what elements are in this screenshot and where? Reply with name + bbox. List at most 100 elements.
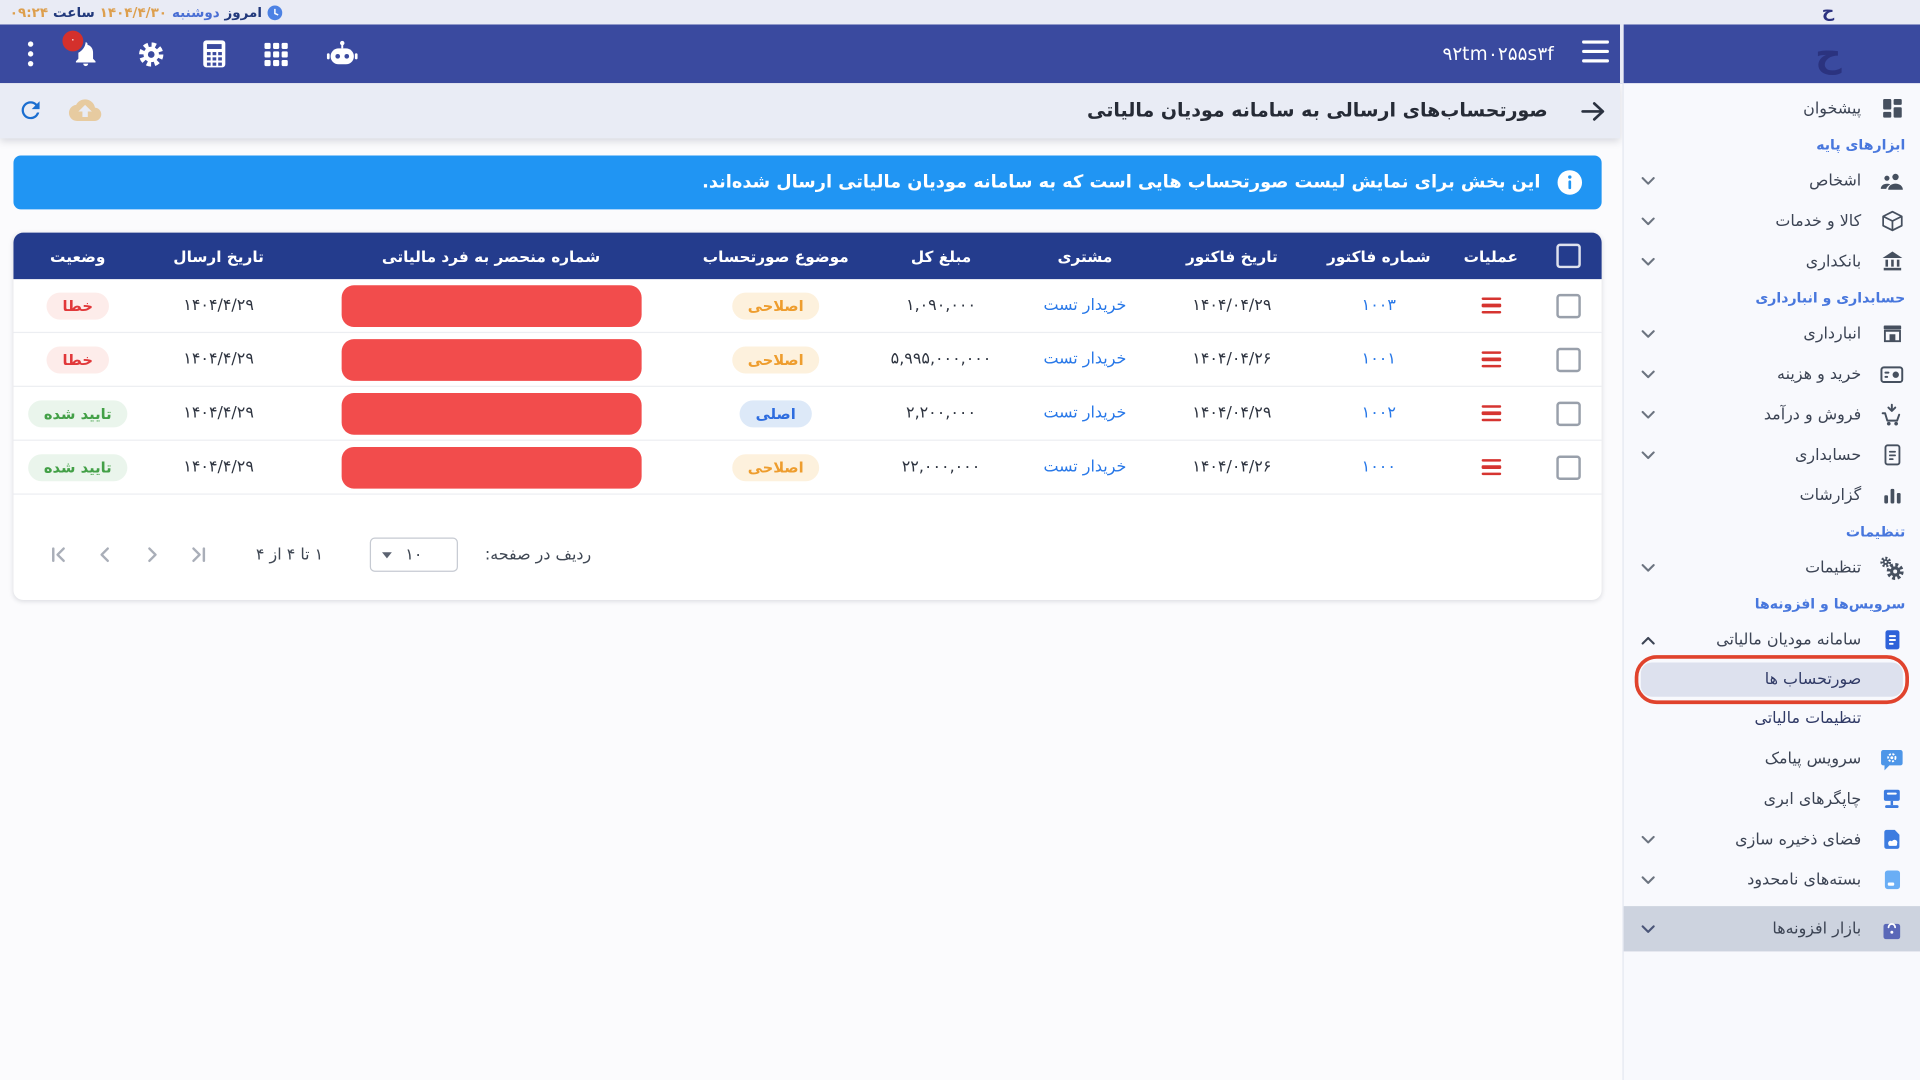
sidebar-subitem-invoices[interactable]: صورتحساب ها <box>1624 655 1920 705</box>
table-row: ۱۰۰۰ ۱۴۰۴/۰۴/۲۶ خریدار تست ۲۲,۰۰۰,۰۰۰ اص… <box>13 441 1602 495</box>
clock-icon <box>267 4 283 20</box>
next-page-icon[interactable] <box>141 544 163 566</box>
row-checkbox[interactable] <box>1556 293 1581 318</box>
sidebar-item-persons[interactable]: اشخاص <box>1624 160 1920 200</box>
sidebar-item-settings[interactable]: تنظیمات <box>1624 547 1920 587</box>
row-operations-icon[interactable] <box>1481 405 1501 422</box>
cloud-upload-icon[interactable] <box>68 97 102 124</box>
account-id[interactable]: ۹۲tm۰۲۵۵s۳f <box>1442 42 1555 65</box>
page-title-bar: صورتحساب‌های ارسالی به سامانه مودیان مال… <box>0 83 1620 139</box>
invoice-date: ۱۴۰۴/۰۴/۲۶ <box>1192 350 1272 369</box>
select-all-checkbox[interactable] <box>1556 243 1581 269</box>
customer-link[interactable]: خریدار تست <box>1043 404 1127 423</box>
column-operations: عملیات <box>1463 246 1519 266</box>
prev-page-icon[interactable] <box>94 544 116 566</box>
send-date: ۱۴۰۴/۴/۲۹ <box>183 457 254 477</box>
rows-per-page-select[interactable]: ۱۰ <box>369 537 458 572</box>
chevron-down-icon <box>381 552 392 559</box>
send-date: ۱۴۰۴/۴/۲۹ <box>183 296 254 315</box>
sidebar-item-goods-services[interactable]: کالا و خدمات <box>1624 201 1920 241</box>
invoice-no-link[interactable]: ۱۰۰۲ <box>1361 404 1396 423</box>
last-page-icon[interactable] <box>187 544 209 566</box>
cloud-printer-icon <box>1878 786 1905 813</box>
today-label: امروز <box>224 4 263 21</box>
time-value: ۰۹:۲۴ <box>9 4 49 21</box>
storefront-icon <box>1878 320 1905 347</box>
tax-uid-redacted <box>341 284 642 327</box>
info-banner: این بخش برای نمایش لیست صورتحساب هایی اس… <box>13 155 1602 210</box>
main-content: صورتحساب‌های ارسالی به سامانه مودیان مال… <box>0 83 1620 1080</box>
hamburger-menu-icon[interactable] <box>1582 40 1609 63</box>
sidebar: پیشخوان ابزارهای پایه اشخاص کالا و خدمات… <box>1622 83 1920 1080</box>
dashboard-icon <box>1878 95 1905 122</box>
invoice-no-link[interactable]: ۱۰۰۰ <box>1361 457 1396 477</box>
row-operations-icon[interactable] <box>1481 297 1501 314</box>
chevron-down-icon <box>1641 563 1656 573</box>
sidebar-item-sms-service[interactable]: سرویس پیامک <box>1624 738 1920 778</box>
top-strip: امروز دوشنبه ۱۴۰۴/۴/۳۰ ساعت ۰۹:۲۴ ح <box>0 0 1920 25</box>
chevron-down-icon <box>1641 216 1656 226</box>
bell-icon[interactable]: ۰ <box>60 28 100 68</box>
robot-icon[interactable] <box>326 40 359 67</box>
first-page-icon[interactable] <box>48 544 70 566</box>
invoice-no-link[interactable]: ۱۰۰۱ <box>1361 350 1396 369</box>
rows-per-page-value: ۱۰ <box>405 545 423 564</box>
calculator-icon[interactable] <box>202 39 226 68</box>
chevron-down-icon <box>1641 176 1656 186</box>
total-amount: ۲۲,۰۰۰,۰۰۰ <box>901 457 981 477</box>
column-subject: موضوع صورتحساب <box>702 246 849 266</box>
column-invoice-no: شماره فاکتور <box>1327 246 1431 266</box>
app-header: ۰ ۹۲tm۰۲۵۵s۳f <box>0 24 1920 84</box>
sidebar-item-purchase-expense[interactable]: خرید و هزینه <box>1624 354 1920 394</box>
storage-file-icon <box>1878 826 1905 853</box>
sidebar-item-storage-space[interactable]: فضای ذخیره سازی <box>1624 819 1920 859</box>
customer-link[interactable]: خریدار تست <box>1043 457 1127 477</box>
refresh-icon[interactable] <box>17 97 44 124</box>
bar-chart-icon <box>1878 482 1905 509</box>
customer-link[interactable]: خریدار تست <box>1043 296 1127 315</box>
gear-icon[interactable] <box>137 40 165 68</box>
column-status: وضعیت <box>50 246 106 266</box>
subject-badge: اصلاحی <box>731 345 820 373</box>
info-banner-text: این بخش برای نمایش لیست صورتحساب هایی اس… <box>702 172 1541 193</box>
chevron-down-icon <box>1641 257 1656 267</box>
brand-logo: ح <box>1815 33 1842 76</box>
kebab-menu-icon[interactable] <box>27 40 34 67</box>
sidebar-item-banking[interactable]: بانکداری <box>1624 241 1920 281</box>
notification-badge: ۰ <box>60 28 86 54</box>
chevron-down-icon <box>1641 410 1656 420</box>
invoice-date: ۱۴۰۴/۰۴/۲۹ <box>1192 296 1272 315</box>
status-badge: خطا <box>46 345 109 373</box>
cart-icon <box>1878 401 1905 428</box>
sidebar-item-warehousing[interactable]: انبارداری <box>1624 313 1920 353</box>
chevron-down-icon <box>1641 369 1656 379</box>
packages-icon <box>1878 866 1905 893</box>
invoice-no-link[interactable]: ۱۰۰۳ <box>1361 296 1396 315</box>
apps-grid-icon[interactable] <box>263 41 289 67</box>
sidebar-item-dashboard[interactable]: پیشخوان <box>1624 88 1920 128</box>
sidebar-item-tax-moadian-system[interactable]: سامانه مودیان مالیاتی <box>1624 620 1920 660</box>
back-arrow-icon[interactable] <box>1578 97 1607 126</box>
sidebar-item-cloud-printers[interactable]: چاپگرهای ابری <box>1624 779 1920 819</box>
table-row: ۱۰۰۲ ۱۴۰۴/۰۴/۲۹ خریدار تست ۲,۲۰۰,۰۰۰ اصل… <box>13 387 1602 441</box>
subject-badge: اصلاحی <box>731 453 820 481</box>
sidebar-item-addons-market[interactable]: بازار افزونه‌ها <box>1623 906 1920 952</box>
invoice-date: ۱۴۰۴/۰۴/۲۶ <box>1192 457 1272 477</box>
weekday: دوشنبه <box>171 4 220 21</box>
sidebar-item-reports[interactable]: گزارشات <box>1624 475 1920 515</box>
row-checkbox[interactable] <box>1556 401 1581 426</box>
row-operations-icon[interactable] <box>1481 351 1501 368</box>
sidebar-item-accounting[interactable]: حسابداری <box>1624 435 1920 475</box>
row-checkbox[interactable] <box>1556 454 1581 480</box>
sidebar-item-sales-income[interactable]: فروش و درآمد <box>1624 394 1920 434</box>
customer-link[interactable]: خریدار تست <box>1043 350 1127 369</box>
chevron-up-icon <box>1641 635 1656 645</box>
document-icon <box>1878 441 1905 468</box>
sidebar-item-unlimited-packages[interactable]: بسته‌های نامحدود <box>1624 860 1920 900</box>
row-checkbox[interactable] <box>1556 347 1581 372</box>
time-label: ساعت <box>52 4 95 21</box>
row-operations-icon[interactable] <box>1481 458 1501 476</box>
sidebar-subitem-tax-settings[interactable]: تنظیمات مالیاتی <box>1754 709 1862 728</box>
chevron-down-icon <box>1641 450 1656 460</box>
